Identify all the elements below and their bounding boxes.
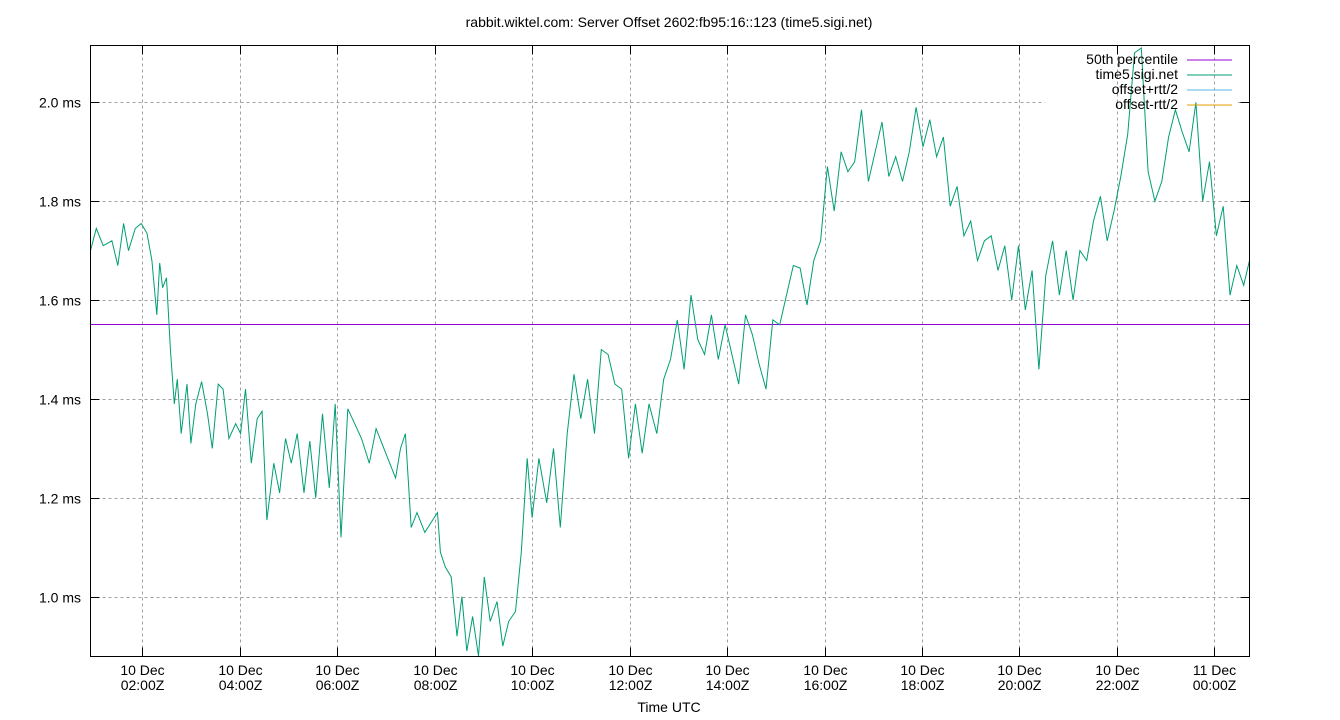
y-tick-label: 1.2 ms [39, 491, 81, 507]
x-tick-date: 10 Dec [218, 662, 262, 678]
legend-label: 50th percentile [1086, 51, 1178, 67]
x-tick-date: 10 Dec [705, 662, 749, 678]
y-tick-label: 2.0 ms [39, 95, 81, 111]
x-tick-date: 10 Dec [413, 662, 457, 678]
chart-title: rabbit.wiktel.com: Server Offset 2602:fb… [466, 14, 873, 30]
legend-label: time5.sigi.net [1096, 66, 1179, 82]
legend-item-time5: time5.sigi.net [1096, 66, 1232, 82]
x-tick-date: 10 Dec [1095, 662, 1139, 678]
x-tick-date: 10 Dec [120, 662, 164, 678]
x-tick-date: 10 Dec [900, 662, 944, 678]
y-tick-label: 1.8 ms [39, 194, 81, 210]
x-tick-date: 10 Dec [315, 662, 359, 678]
offset-series-line [90, 47, 1250, 657]
x-tick-time: 00:00Z [1193, 677, 1237, 693]
y-tick-label: 1.6 ms [39, 293, 81, 309]
x-tick-date: 10 Dec [510, 662, 554, 678]
x-tick-time: 10:00Z [511, 677, 555, 693]
x-tick-time: 22:00Z [1096, 677, 1140, 693]
legend-label: offset+rtt/2 [1112, 81, 1178, 97]
x-tick-date: 10 Dec [608, 662, 652, 678]
y-axis-ticks: 2.0 ms 1.8 ms 1.6 ms 1.4 ms 1.2 ms 1.0 ms [39, 95, 1250, 606]
x-tick-time: 06:00Z [316, 677, 360, 693]
plot-frame [90, 45, 1250, 657]
x-tick-time: 08:00Z [414, 677, 458, 693]
x-tick-time: 14:00Z [706, 677, 750, 693]
x-tick-time: 20:00Z [998, 677, 1042, 693]
legend-label: offset-rtt/2 [1115, 96, 1178, 112]
legend: 50th percentile time5.sigi.net offset+rt… [1086, 51, 1232, 112]
legend-item-offset-minus: offset-rtt/2 [1115, 96, 1232, 112]
grid-lines [90, 45, 1250, 657]
x-tick-date: 10 Dec [997, 662, 1041, 678]
x-tick-time: 04:00Z [219, 677, 263, 693]
y-tick-label: 1.4 ms [39, 392, 81, 408]
legend-item-percentile: 50th percentile [1086, 51, 1232, 67]
legend-item-offset-plus: offset+rtt/2 [1112, 81, 1232, 97]
x-tick-date: 10 Dec [803, 662, 847, 678]
x-tick-time: 16:00Z [804, 677, 848, 693]
x-tick-time: 18:00Z [901, 677, 945, 693]
x-tick-time: 02:00Z [121, 677, 165, 693]
x-tick-date: 11 Dec [1193, 662, 1236, 678]
x-tick-time: 12:00Z [609, 677, 653, 693]
x-axis-label: Time UTC [637, 699, 700, 715]
y-tick-label: 1.0 ms [39, 590, 81, 606]
